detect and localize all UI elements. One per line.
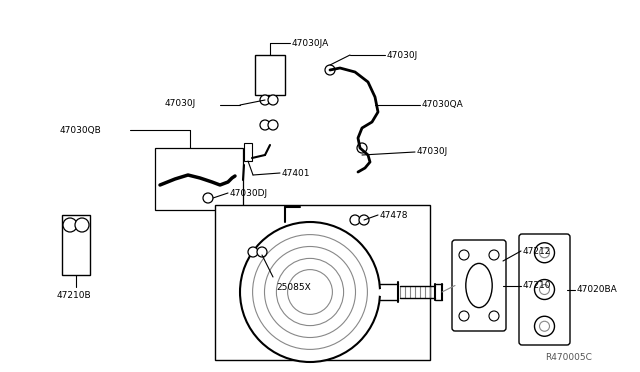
Circle shape: [240, 222, 380, 362]
Text: 47478: 47478: [380, 211, 408, 219]
Bar: [62, 215, 90, 275]
Circle shape: [357, 143, 367, 153]
Circle shape: [264, 247, 355, 337]
Bar: [255, 55, 285, 95]
Text: 47030DJ: 47030DJ: [230, 189, 268, 198]
Text: 47212: 47212: [523, 247, 552, 256]
Circle shape: [534, 243, 554, 263]
Text: 47030J: 47030J: [417, 148, 448, 157]
Circle shape: [260, 120, 270, 130]
Circle shape: [459, 311, 469, 321]
Text: 47210B: 47210B: [57, 291, 92, 299]
Circle shape: [325, 65, 335, 75]
Bar: [155, 148, 243, 210]
Circle shape: [287, 270, 332, 314]
Text: R470005C: R470005C: [545, 353, 592, 362]
FancyBboxPatch shape: [452, 240, 506, 331]
Bar: [244, 143, 252, 161]
Circle shape: [203, 193, 213, 203]
Text: 47030J: 47030J: [165, 99, 196, 108]
Circle shape: [268, 95, 278, 105]
Circle shape: [253, 235, 367, 349]
Circle shape: [268, 120, 278, 130]
Circle shape: [257, 247, 267, 257]
Circle shape: [350, 215, 360, 225]
Circle shape: [359, 215, 369, 225]
Text: 47030QB: 47030QB: [60, 125, 102, 135]
Text: 47020BA: 47020BA: [577, 285, 618, 294]
Text: 47030J: 47030J: [387, 51, 419, 60]
Text: 47030JA: 47030JA: [292, 38, 329, 48]
Text: 47401: 47401: [282, 169, 310, 177]
Circle shape: [459, 250, 469, 260]
Text: 47030QA: 47030QA: [422, 100, 464, 109]
Circle shape: [248, 247, 258, 257]
Circle shape: [489, 311, 499, 321]
Bar: [215, 205, 430, 360]
Circle shape: [540, 321, 550, 331]
Circle shape: [489, 250, 499, 260]
Circle shape: [260, 95, 270, 105]
Text: 47210: 47210: [523, 281, 552, 290]
Text: 25085X: 25085X: [276, 282, 311, 292]
Circle shape: [540, 248, 550, 258]
Circle shape: [63, 218, 77, 232]
Ellipse shape: [466, 263, 492, 308]
Circle shape: [534, 279, 554, 299]
FancyBboxPatch shape: [519, 234, 570, 345]
Circle shape: [540, 285, 550, 295]
Circle shape: [276, 259, 344, 326]
Circle shape: [534, 316, 554, 336]
Circle shape: [75, 218, 89, 232]
